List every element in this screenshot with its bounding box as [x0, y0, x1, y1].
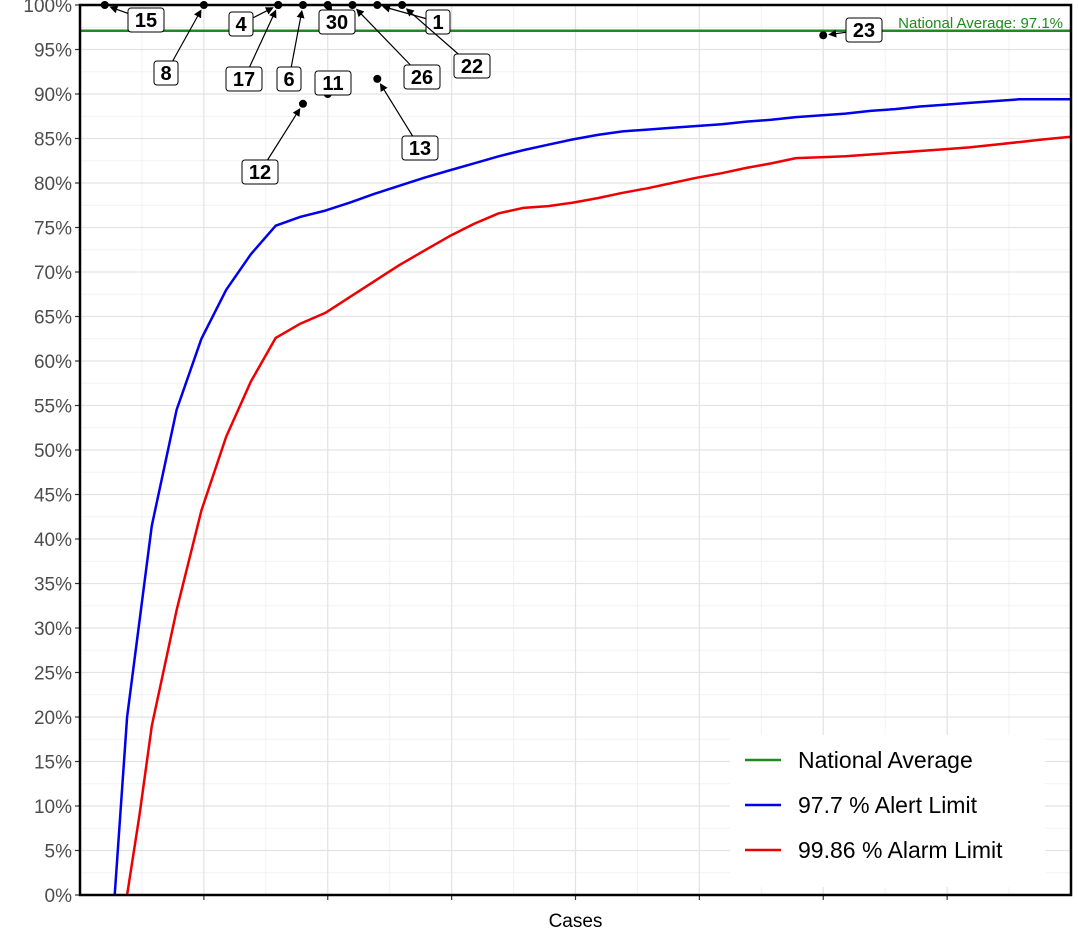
y-tick-label: 40% — [34, 530, 72, 551]
y-axis-ticks: 0% 5% 10% 15% 20% 25% 30% 35% 40% 45% 50% 55% 60% 65%… — [23, 0, 80, 907]
y-tick-label: 70% — [34, 263, 72, 284]
label-box-4 — [228, 11, 254, 37]
plot-border — [78, 3, 1073, 897]
label-arrow-17 — [249, 9, 277, 68]
y-tick-label: 20% — [34, 708, 72, 729]
label-arrow-22 — [405, 8, 459, 55]
data-point-23 — [819, 31, 828, 40]
label-text-13: 13 — [409, 138, 431, 160]
label-text-26: 26 — [411, 67, 433, 89]
y-tick-label: 60% — [34, 352, 72, 373]
label-text-15: 15 — [135, 10, 157, 32]
y-tick-label: 45% — [34, 486, 72, 507]
y-tick-label: 25% — [34, 664, 72, 685]
label-arrow-1 — [382, 4, 427, 20]
y-tick-label: 10% — [34, 797, 72, 818]
label-text-1: 1 — [432, 12, 443, 34]
alert-limit-line — [113, 98, 1071, 896]
point-labels: 1 4 6 8 11 12 13 15 17 22 23 26 30 — [109, 3, 883, 185]
label-box-30 — [318, 9, 356, 35]
y-tick-label: 65% — [34, 308, 72, 329]
label-arrow-23 — [828, 29, 847, 38]
label-arrow-13 — [379, 83, 414, 137]
label-box-11 — [314, 70, 352, 96]
label-text-22: 22 — [461, 56, 483, 78]
label-box-23 — [845, 17, 883, 43]
label-box-22 — [453, 53, 491, 79]
y-tick-label: 85% — [34, 130, 72, 151]
label-box-15 — [127, 7, 165, 33]
y-tick-label: 95% — [34, 41, 72, 62]
label-box-26 — [403, 64, 441, 90]
label-text-8: 8 — [160, 63, 171, 85]
data-point-12 — [298, 99, 307, 108]
label-box-1 — [425, 9, 451, 35]
national-average-label: National Average: 97.1% — [898, 15, 1063, 32]
legend-label-1: 97.7 % Alert Limit — [798, 792, 978, 818]
label-box-6 — [276, 66, 302, 92]
label-arrow-6 — [290, 9, 305, 68]
label-text-11: 11 — [322, 73, 343, 95]
legend-label-0: National Average — [798, 747, 973, 773]
label-box-13 — [401, 135, 439, 161]
legend-background — [730, 735, 1045, 887]
label-text-12: 12 — [249, 162, 271, 184]
legend-label-2: 99.86 % Alarm Limit — [798, 837, 1003, 863]
label-box-12 — [241, 159, 279, 185]
label-text-23: 23 — [853, 20, 875, 42]
x-axis-title: Cases — [549, 911, 603, 932]
y-tick-label: 100% — [23, 0, 72, 17]
data-point-13 — [373, 74, 382, 83]
y-tick-label: 0% — [45, 886, 73, 907]
label-box-8 — [153, 60, 179, 86]
label-text-30: 30 — [326, 12, 348, 34]
label-text-4: 4 — [235, 14, 247, 36]
legend: National Average 97.7 % Alert Limit 99.86 … — [730, 735, 1045, 887]
y-tick-label: 75% — [34, 219, 72, 240]
label-box-17 — [225, 66, 263, 92]
label-text-6: 6 — [283, 69, 294, 91]
y-tick-label: 5% — [45, 842, 73, 863]
alarm-limit-line — [125, 135, 1072, 896]
y-tick-label: 80% — [34, 174, 72, 195]
label-arrow-26 — [355, 8, 411, 66]
label-arrow-15 — [109, 5, 129, 15]
y-tick-label: 90% — [34, 85, 72, 106]
label-arrow-8 — [172, 9, 202, 62]
y-tick-label: 55% — [34, 397, 72, 418]
label-arrow-4 — [252, 7, 274, 19]
y-tick-label: 30% — [34, 619, 72, 640]
label-arrow-12 — [267, 108, 301, 161]
y-tick-label: 15% — [34, 753, 72, 774]
y-tick-label: 50% — [34, 441, 72, 462]
y-tick-label: 35% — [34, 575, 72, 596]
series-lines — [113, 98, 1072, 896]
label-text-17: 17 — [233, 69, 255, 91]
